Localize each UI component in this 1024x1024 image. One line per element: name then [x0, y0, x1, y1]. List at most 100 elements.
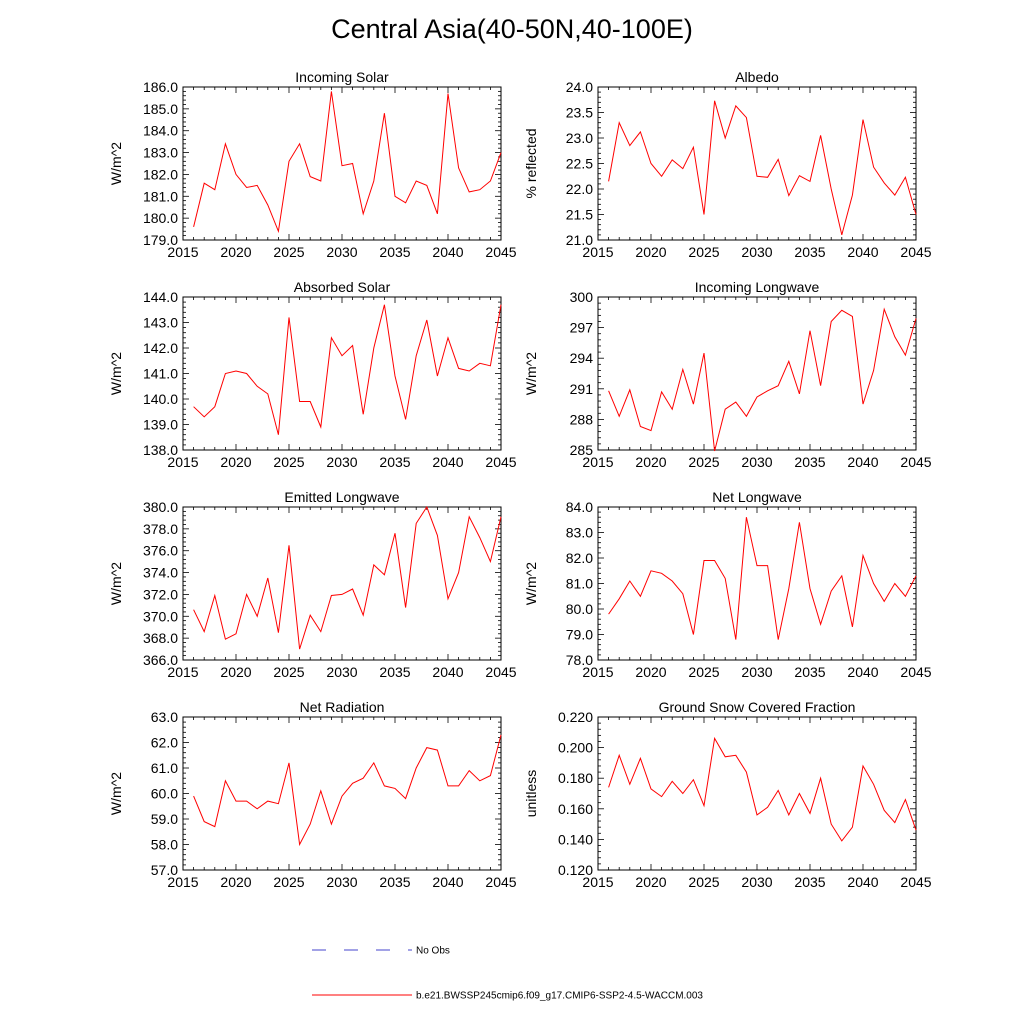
x-tick-label: 2040	[847, 454, 878, 470]
y-tick-label: 57.0	[151, 862, 178, 878]
x-tick-label: 2015	[582, 664, 613, 680]
y-tick-label: 374.0	[143, 565, 178, 581]
x-tick-label: 2045	[900, 454, 931, 470]
y-tick-label: 186.0	[143, 79, 178, 95]
chart-panel-2: Absorbed Solar W/m^2 2015 2020 2025 2030 2035 2…	[108, 279, 517, 470]
legend: No Obs b.e21.BWSSP245cmip6.f09_g17.CMIP6…	[312, 946, 703, 1002]
panel-title: Incoming Longwave	[695, 279, 820, 295]
chart-panel-5: Net Longwave W/m^2 2015 2020 2025 2030 2035 204…	[523, 489, 932, 680]
chart-panel-3: Incoming Longwave W/m^2 2015 2020 2025 2030 20…	[523, 279, 932, 470]
y-tick-label: 300	[570, 289, 594, 305]
y-tick-label: 61.0	[151, 760, 178, 776]
x-tick-label: 2045	[900, 664, 931, 680]
x-tick-label: 2015	[167, 454, 198, 470]
y-tick-label: 83.0	[566, 525, 593, 541]
x-tick-label: 2030	[326, 664, 357, 680]
y-axis-label: W/m^2	[108, 772, 124, 815]
figure-title: Central Asia(40-50N,40-100E)	[331, 14, 693, 44]
series-line	[193, 304, 502, 435]
y-tick-label: 380.0	[143, 499, 178, 515]
x-tick-label: 2015	[582, 244, 613, 260]
series-line	[608, 736, 917, 842]
x-tick-label: 2040	[432, 664, 463, 680]
panel-title: Emitted Longwave	[284, 489, 399, 505]
y-tick-label: 144.0	[143, 289, 178, 305]
x-tick-label: 2045	[485, 454, 516, 470]
x-tick-label: 2035	[794, 454, 825, 470]
y-tick-label: 0.120	[558, 862, 593, 878]
y-axis-label: W/m^2	[523, 562, 539, 605]
y-axis-label: W/m^2	[523, 352, 539, 395]
x-tick-label: 2040	[847, 244, 878, 260]
y-tick-label: 24.0	[566, 79, 593, 95]
y-tick-label: 141.0	[143, 366, 178, 382]
panel-title: Net Longwave	[712, 489, 802, 505]
y-tick-label: 294	[570, 350, 594, 366]
y-tick-label: 142.0	[143, 340, 178, 356]
x-tick-label: 2045	[900, 874, 931, 890]
y-tick-label: 370.0	[143, 608, 178, 624]
x-tick-label: 2015	[167, 874, 198, 890]
y-tick-label: 0.200	[558, 740, 593, 756]
x-tick-label: 2040	[847, 664, 878, 680]
x-tick-label: 2020	[635, 874, 666, 890]
x-tick-label: 2045	[485, 874, 516, 890]
chart-panel-4: Emitted Longwave W/m^2 2015 2020 2025 2030 203…	[108, 489, 517, 680]
x-tick-label: 2020	[635, 454, 666, 470]
y-tick-label: 22.5	[566, 156, 593, 172]
panel-title: Ground Snow Covered Fraction	[659, 699, 856, 715]
x-tick-label: 2025	[688, 454, 719, 470]
y-tick-label: 179.0	[143, 232, 178, 248]
x-tick-label: 2020	[220, 244, 251, 260]
y-tick-label: 140.0	[143, 391, 178, 407]
y-tick-label: 63.0	[151, 709, 178, 725]
y-tick-label: 84.0	[566, 499, 593, 515]
x-tick-label: 2035	[379, 454, 410, 470]
y-tick-label: 59.0	[151, 811, 178, 827]
x-tick-label: 2045	[485, 664, 516, 680]
y-axis-label: unitless	[523, 770, 539, 817]
series-line	[193, 505, 502, 650]
y-axis-label: W/m^2	[108, 352, 124, 395]
y-axis-label: W/m^2	[108, 562, 124, 605]
y-tick-label: 78.0	[566, 652, 593, 668]
y-tick-label: 366.0	[143, 652, 178, 668]
x-tick-label: 2035	[379, 874, 410, 890]
y-tick-label: 22.0	[566, 181, 593, 197]
plot-frame	[597, 296, 917, 451]
y-tick-label: 139.0	[143, 417, 178, 433]
y-tick-label: 21.5	[566, 207, 593, 223]
x-tick-label: 2020	[635, 664, 666, 680]
x-tick-label: 2020	[220, 454, 251, 470]
y-axis-label: W/m^2	[108, 142, 124, 185]
y-tick-label: 183.0	[143, 145, 178, 161]
y-tick-label: 180.0	[143, 210, 178, 226]
y-tick-label: 60.0	[151, 786, 178, 802]
y-tick-label: 79.0	[566, 627, 593, 643]
y-tick-label: 182.0	[143, 166, 178, 182]
x-tick-label: 2025	[273, 454, 304, 470]
x-tick-label: 2015	[167, 244, 198, 260]
panel-title: Incoming Solar	[295, 69, 389, 85]
y-tick-label: 21.0	[566, 232, 593, 248]
chart-panel-7: Ground Snow Covered Fraction unitless 2015…	[523, 699, 932, 890]
y-tick-label: 291	[570, 381, 594, 397]
y-tick-label: 372.0	[143, 586, 178, 602]
chart-panel-6: Net Radiation W/m^2 2015 2020 2025 2030 2035 20…	[108, 699, 517, 890]
x-tick-label: 2045	[485, 244, 516, 260]
y-tick-label: 81.0	[566, 576, 593, 592]
y-tick-label: 288	[570, 411, 594, 427]
chart-panels: Incoming Solar W/m^2 2015 2020 2025 2030 2035 2…	[108, 69, 932, 890]
y-tick-label: 0.220	[558, 709, 593, 725]
y-tick-label: 297	[570, 320, 594, 336]
x-tick-label: 2015	[167, 664, 198, 680]
chart-panel-1: Albedo % reflected 2015 2020 2025 2030 2035 204…	[523, 69, 932, 260]
x-tick-label: 2030	[741, 454, 772, 470]
x-tick-label: 2030	[326, 874, 357, 890]
y-tick-label: 181.0	[143, 188, 178, 204]
y-tick-label: 143.0	[143, 315, 178, 331]
y-tick-label: 285	[570, 442, 594, 458]
y-tick-label: 82.0	[566, 550, 593, 566]
plot-frame	[182, 716, 502, 871]
